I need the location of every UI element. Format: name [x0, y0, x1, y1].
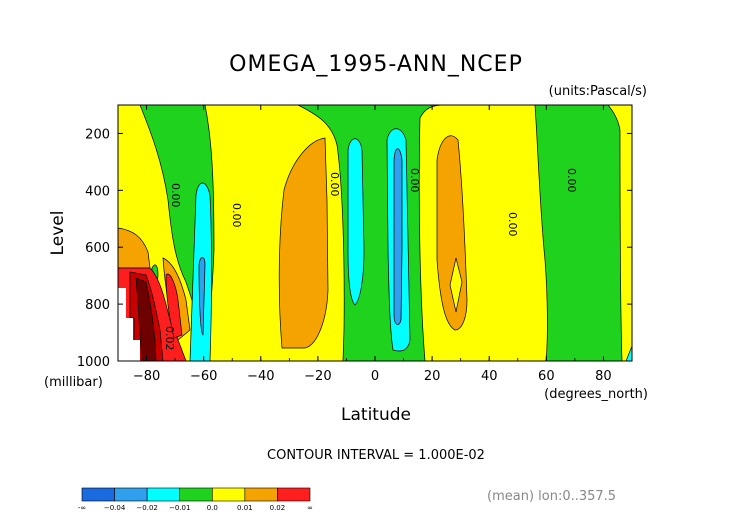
mean-note: (mean) lon:0..357.5: [487, 489, 616, 504]
contour-labels: 0.00 0.00 0.00 0.00 0.00 0.00 0.02: [163, 168, 578, 351]
y-tick-label: 200: [85, 127, 110, 142]
y-units-label: (millibar): [44, 375, 103, 390]
x-tick-label: 20: [424, 369, 441, 384]
x-units-label: (degrees_north): [544, 387, 648, 402]
darkest-red-core: [135, 277, 157, 361]
colorbar-level-label: ∞: [307, 504, 313, 512]
contour-label: 0.00: [506, 212, 519, 237]
x-tick-label: −20: [304, 369, 331, 384]
blue-core-sh: [198, 257, 206, 336]
colorbar-swatch: [81, 487, 115, 502]
red-region-right-cell: [165, 273, 183, 339]
colorbar-level-label: −0.02: [136, 504, 157, 512]
colorbar-swatch: [211, 487, 246, 502]
colorbar-level-label: -∞: [78, 504, 86, 512]
colorbar-level-label: −0.01: [169, 504, 190, 512]
y-tick-label: 400: [85, 184, 110, 199]
colorbar-swatch: [146, 487, 181, 502]
contour-label: 0.00: [565, 168, 578, 193]
contour-label: 0.02: [163, 326, 176, 351]
ground-mask: [118, 288, 140, 361]
contour-label: 0.00: [408, 168, 421, 193]
y-tick-label: 1000: [77, 355, 110, 370]
contour-interval-text: CONTOUR INTERVAL = 1.000E-02: [267, 448, 485, 463]
colorbar: -∞ −0.04 −0.02 −0.01 0.0 0.01 0.02 ∞: [78, 487, 313, 512]
yellow-island-nh: [449, 257, 463, 313]
chart-title: OMEGA_1995-ANN_NCEP: [229, 52, 523, 77]
orange-region-sh-polar: [118, 227, 151, 269]
yellow-region-nh-polar: [607, 105, 632, 361]
colorbar-level-label: 0.01: [237, 504, 253, 512]
x-tick-label: −60: [190, 369, 217, 384]
x-tick-label: 80: [595, 369, 612, 384]
x-tick-label: −40: [247, 369, 274, 384]
colorbar-swatch: [244, 487, 278, 502]
plot-area: [118, 105, 632, 361]
cyan-corner-ne: [625, 345, 632, 361]
colorbar-swatch: [114, 487, 148, 502]
x-tick-label: 60: [538, 369, 555, 384]
colorbar-swatch: [179, 487, 213, 502]
colorbar-level-label: −0.04: [104, 504, 126, 512]
x-tick-label: 0: [371, 369, 379, 384]
blue-core-eq: [393, 148, 403, 325]
y-tick-label: 800: [85, 298, 110, 313]
colorbar-swatch: [277, 487, 311, 502]
y-axis: 200 400 600 800 1000: [77, 127, 632, 370]
y-axis-title: Level: [48, 211, 68, 256]
x-tick-label: 40: [481, 369, 498, 384]
orange-region-sh-subtropic: [278, 137, 329, 349]
cyan-region-eq-left: [347, 138, 365, 306]
x-axis: −80 −60 −40 −20 0 20 40 60 80: [117, 105, 633, 384]
colorbar-level-label: 0.02: [270, 504, 286, 512]
y-tick-label: 600: [85, 241, 110, 256]
contour-label: 0.00: [328, 172, 341, 197]
x-tick-label: −80: [133, 369, 160, 384]
units-label: (units:Pascal/s): [549, 84, 647, 99]
contour-label: 0.00: [230, 203, 243, 228]
contour-label: 0.00: [169, 183, 182, 208]
x-axis-title: Latitude: [341, 405, 411, 425]
colorbar-level-label: 0.0: [207, 504, 218, 512]
